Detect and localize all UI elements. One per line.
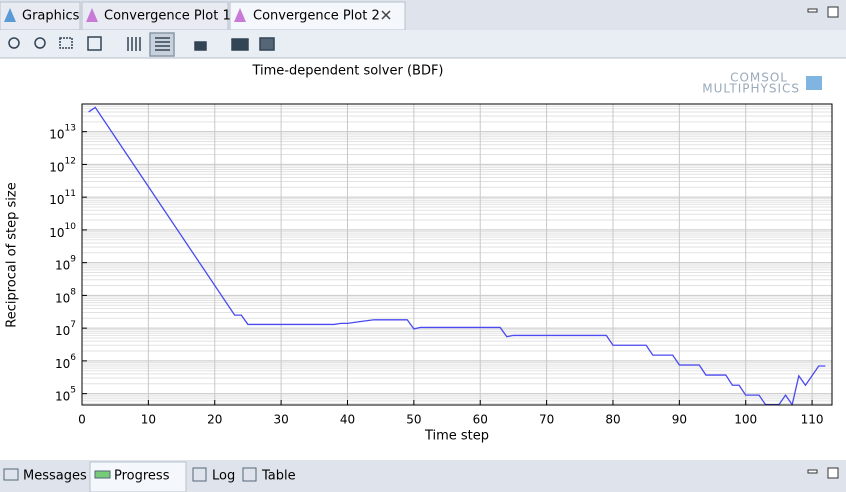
hgrid[interactable]: [149, 32, 175, 57]
x-tick-label: 110: [801, 413, 824, 427]
y-tick-label: 107: [55, 320, 76, 338]
maximize[interactable]: [827, 467, 839, 479]
x-tick-label: 70: [539, 413, 554, 427]
x-tick-label: 0: [78, 413, 86, 427]
y-tick-base: 10: [49, 193, 64, 207]
hgrid-lines: [155, 37, 170, 51]
tab-label: Graphics: [22, 9, 80, 24]
y-tick-label: 106: [55, 352, 76, 370]
close-icon[interactable]: [381, 10, 391, 20]
x-tick-label: 60: [473, 413, 488, 427]
chart-title: Time-dependent solver (BDF): [251, 64, 443, 79]
y-tick-base: 10: [55, 258, 70, 272]
y-tick-label: 1013: [49, 123, 76, 141]
y-tick-exponent: 6: [70, 352, 76, 362]
y-tick-base: 10: [49, 127, 64, 141]
y-tick-label: 105: [55, 385, 76, 403]
zoom-out[interactable]: [34, 37, 46, 49]
tab-label: Convergence Plot 1: [104, 9, 231, 24]
y-tick-exponent: 9: [70, 254, 76, 264]
tab-icon: [234, 8, 246, 22]
y-tick-exponent: 5: [70, 385, 76, 395]
x-tick-label: 90: [672, 413, 687, 427]
y-tick-label: 108: [55, 287, 76, 305]
tab-icon: [242, 467, 257, 482]
y-tick-label: 109: [55, 254, 76, 272]
y-tick-base: 10: [55, 324, 70, 338]
y-tick-base: 10: [55, 291, 70, 305]
y-tick-label: 1010: [49, 221, 76, 239]
tab-icon: [94, 470, 111, 479]
x-tick-label: 10: [141, 413, 156, 427]
logo-cube: [806, 76, 822, 90]
y-tick-exponent: 13: [65, 123, 76, 133]
tab-label[interactable]: Table: [261, 469, 296, 484]
zoom-extents[interactable]: [87, 36, 102, 51]
x-tick-label: 80: [605, 413, 620, 427]
y-tick-exponent: 7: [70, 320, 76, 330]
minimize[interactable]: [807, 8, 818, 13]
logo: COMSOL: [730, 71, 788, 85]
print[interactable]: [259, 37, 275, 51]
y-tick-base: 10: [49, 160, 64, 174]
tab-active[interactable]: [229, 1, 406, 31]
maximize[interactable]: [827, 6, 839, 18]
toolbar: [0, 30, 846, 58]
zoom-in[interactable]: [8, 37, 20, 49]
lock[interactable]: [194, 41, 207, 51]
x-axis-label: Time step: [424, 429, 489, 444]
x-tick-label: 50: [406, 413, 421, 427]
x-tick-label: 40: [340, 413, 355, 427]
x-tick-label: 20: [207, 413, 222, 427]
x-tick-label: 100: [734, 413, 757, 427]
y-tick-exponent: 8: [70, 287, 76, 297]
tab-icon: [4, 8, 16, 22]
snapshot[interactable]: [231, 38, 249, 51]
y-tick-label: 1011: [49, 189, 76, 207]
tab-label[interactable]: Messages: [23, 469, 87, 484]
y-tick-exponent: 12: [65, 156, 76, 166]
minimize[interactable]: [807, 469, 818, 474]
tab-label[interactable]: Progress: [114, 469, 170, 484]
vgrid[interactable]: [127, 37, 141, 51]
logo: MULTIPHYSICS: [702, 82, 800, 96]
y-tick-base: 10: [49, 225, 64, 239]
tab-icon: [192, 467, 207, 482]
x-tick-label: 30: [273, 413, 288, 427]
y-tick-exponent: 11: [65, 189, 76, 199]
y-tick-base: 10: [55, 356, 70, 370]
tab-label[interactable]: Log: [212, 469, 235, 484]
plot-frame: [81, 103, 833, 406]
toolbar-icons: [8, 32, 275, 57]
tab-label: Convergence Plot 2: [253, 9, 380, 24]
zoom-box[interactable]: [59, 37, 73, 49]
y-tick-base: 10: [55, 389, 70, 403]
y-tick-label: 1012: [49, 156, 76, 174]
y-tick-exponent: 10: [65, 221, 77, 231]
tab-icon: [86, 8, 98, 22]
y-axis-label: Reciprocal of step size: [5, 182, 20, 327]
tab-icon: [3, 468, 19, 481]
